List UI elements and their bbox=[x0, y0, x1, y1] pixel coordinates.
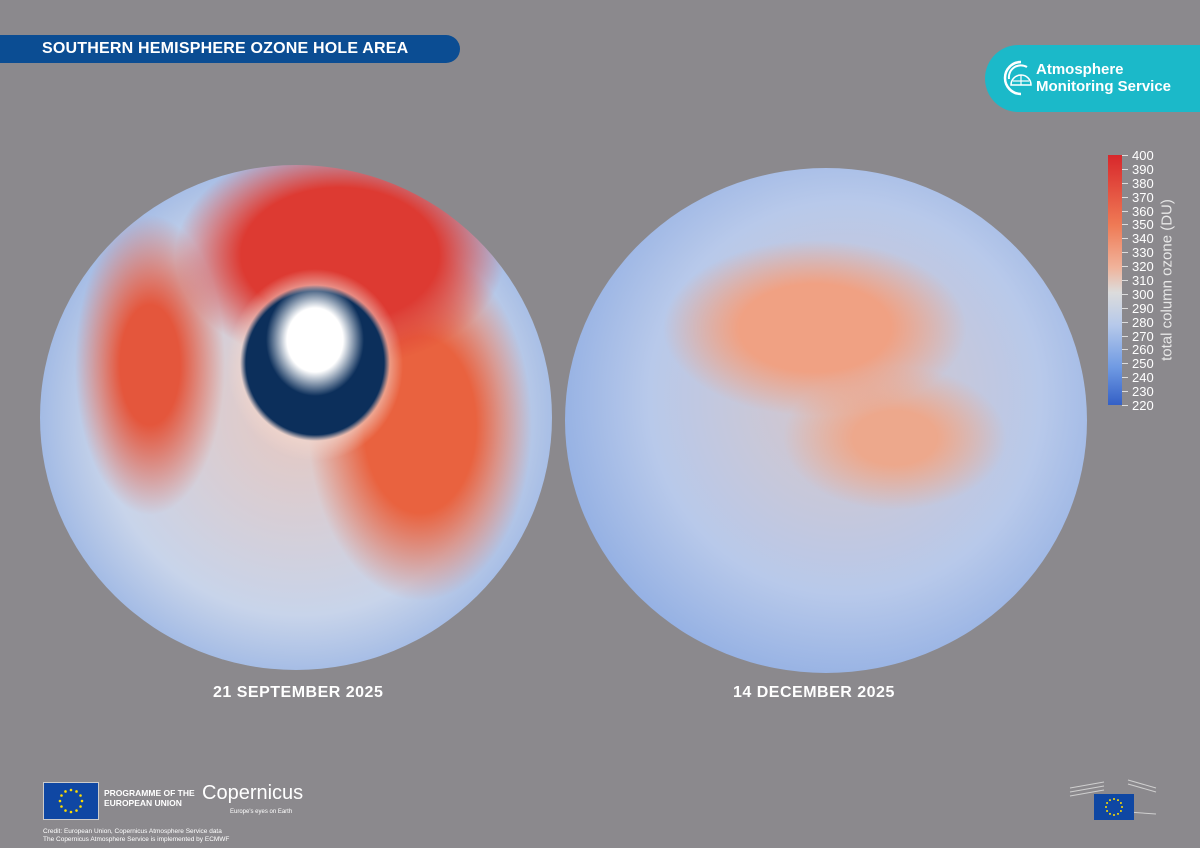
date-label-december: 14 DECEMBER 2025 bbox=[733, 684, 895, 701]
colorbar-tick-label: 370 bbox=[1132, 189, 1154, 205]
ozone-globe-september bbox=[40, 165, 552, 670]
colorbar-tick bbox=[1122, 155, 1128, 156]
colorbar-tick bbox=[1122, 224, 1128, 226]
eu-star-icon bbox=[79, 794, 82, 797]
programme-line2: EUROPEAN UNION bbox=[104, 798, 182, 808]
eu-star-icon bbox=[64, 809, 67, 812]
colorbar-tick-label: 250 bbox=[1132, 356, 1154, 372]
cams-logo: Atmosphere Monitoring Service bbox=[985, 45, 1200, 112]
colorbar-tick bbox=[1122, 391, 1128, 393]
eu-star-icon bbox=[58, 799, 62, 803]
eu-star-icon bbox=[1117, 812, 1119, 815]
colorbar-tick bbox=[1122, 405, 1128, 406]
eu-flag-logo bbox=[43, 782, 99, 820]
colorbar-tick bbox=[1122, 252, 1128, 254]
colorbar-tick-label: 280 bbox=[1132, 314, 1154, 330]
page-title: SOUTHERN HEMISPHERE OZONE HOLE AREA bbox=[42, 40, 409, 57]
programme-text: PROGRAMME OF THE EUROPEAN UNION bbox=[104, 788, 195, 808]
colorbar-tick bbox=[1122, 182, 1128, 184]
colorbar-tick bbox=[1122, 238, 1128, 240]
eu-star-icon bbox=[75, 790, 78, 793]
eu-star-icon bbox=[69, 810, 73, 814]
eu-star-icon bbox=[79, 805, 82, 808]
eu-star-icon bbox=[1109, 812, 1111, 815]
ozone-globe-december bbox=[565, 168, 1087, 673]
colorbar-tick-label: 300 bbox=[1132, 286, 1154, 302]
eu-star-icon bbox=[1121, 806, 1123, 808]
colorbar-tick-label: 320 bbox=[1132, 259, 1154, 275]
copernicus-logo: Copernicus Europe's eyes on Earth bbox=[202, 782, 304, 815]
eu-star-icon bbox=[69, 788, 73, 792]
colorbar-tick-label: 380 bbox=[1132, 175, 1154, 191]
colorbar-tick-label: 360 bbox=[1132, 203, 1154, 219]
credit-line2: The Copernicus Atmosphere Service is imp… bbox=[43, 835, 230, 843]
colorbar-tick-label: 310 bbox=[1132, 273, 1154, 288]
colorbar bbox=[1108, 155, 1122, 405]
colorbar-tick-label: 220 bbox=[1132, 398, 1154, 413]
eu-star-icon bbox=[1119, 810, 1122, 812]
title-banner: SOUTHERN HEMISPHERE OZONE HOLE AREA bbox=[0, 35, 460, 63]
eu-star-icon bbox=[1117, 799, 1119, 802]
colorbar-tick bbox=[1122, 349, 1128, 351]
european-commission-logo bbox=[1069, 779, 1157, 820]
colorbar-tick bbox=[1122, 280, 1128, 281]
eu-star-icon bbox=[1119, 802, 1122, 804]
colorbar-tick-label: 350 bbox=[1132, 217, 1154, 233]
colorbar-tick bbox=[1122, 363, 1128, 365]
colorbar-tick-label: 390 bbox=[1132, 161, 1154, 177]
eu-star-icon bbox=[1113, 798, 1115, 800]
colorbar-tick bbox=[1122, 293, 1128, 295]
credit-line1: Credit: European Union, Copernicus Atmos… bbox=[43, 828, 222, 835]
copernicus-wordmark: Copernicus bbox=[202, 782, 304, 804]
colorbar-tick-label: 260 bbox=[1132, 342, 1154, 358]
logo-line1: Atmosphere bbox=[1036, 61, 1124, 78]
colorbar-tick-label: 230 bbox=[1132, 384, 1154, 400]
globe-arc-icon bbox=[1003, 60, 1032, 96]
eu-star-icon bbox=[60, 805, 63, 808]
eu-star-icon bbox=[1105, 806, 1107, 808]
colorbar-tick-label: 330 bbox=[1132, 245, 1154, 261]
colorbar-tick bbox=[1122, 196, 1128, 198]
copernicus-tagline: Europe's eyes on Earth bbox=[230, 809, 293, 815]
eu-star-icon bbox=[75, 809, 78, 812]
colorbar-tick bbox=[1122, 335, 1128, 337]
eu-star-icon bbox=[64, 790, 67, 793]
eu-star-icon bbox=[1106, 810, 1109, 812]
eu-star-icon bbox=[1109, 799, 1111, 802]
credit-text: Credit: European Union, Copernicus Atmos… bbox=[43, 828, 229, 843]
colorbar-tick-label: 240 bbox=[1132, 370, 1154, 386]
date-label-september: 21 SEPTEMBER 2025 bbox=[213, 684, 384, 701]
eu-star-icon bbox=[60, 794, 63, 797]
colorbar-tick bbox=[1122, 321, 1128, 323]
eu-star-icon bbox=[1113, 814, 1115, 816]
colorbar-tick bbox=[1122, 266, 1128, 268]
colorbar-tick-label: 400 bbox=[1132, 148, 1154, 163]
colorbar-tick bbox=[1122, 307, 1128, 309]
colorbar-tick bbox=[1122, 377, 1128, 379]
eu-star-icon bbox=[80, 799, 84, 803]
eu-star-icon bbox=[1106, 802, 1109, 804]
colorbar-tick bbox=[1122, 210, 1128, 212]
programme-line1: PROGRAMME OF THE bbox=[104, 788, 195, 798]
colorbar-tick bbox=[1122, 168, 1128, 170]
colorbar-tick-label: 270 bbox=[1132, 328, 1154, 344]
colorbar-tick-label: 340 bbox=[1132, 231, 1154, 247]
colorbar-label: total column ozone (DU) bbox=[1158, 199, 1176, 361]
colorbar-tick-label: 290 bbox=[1132, 300, 1154, 316]
logo-line2: Monitoring Service bbox=[1036, 78, 1172, 95]
